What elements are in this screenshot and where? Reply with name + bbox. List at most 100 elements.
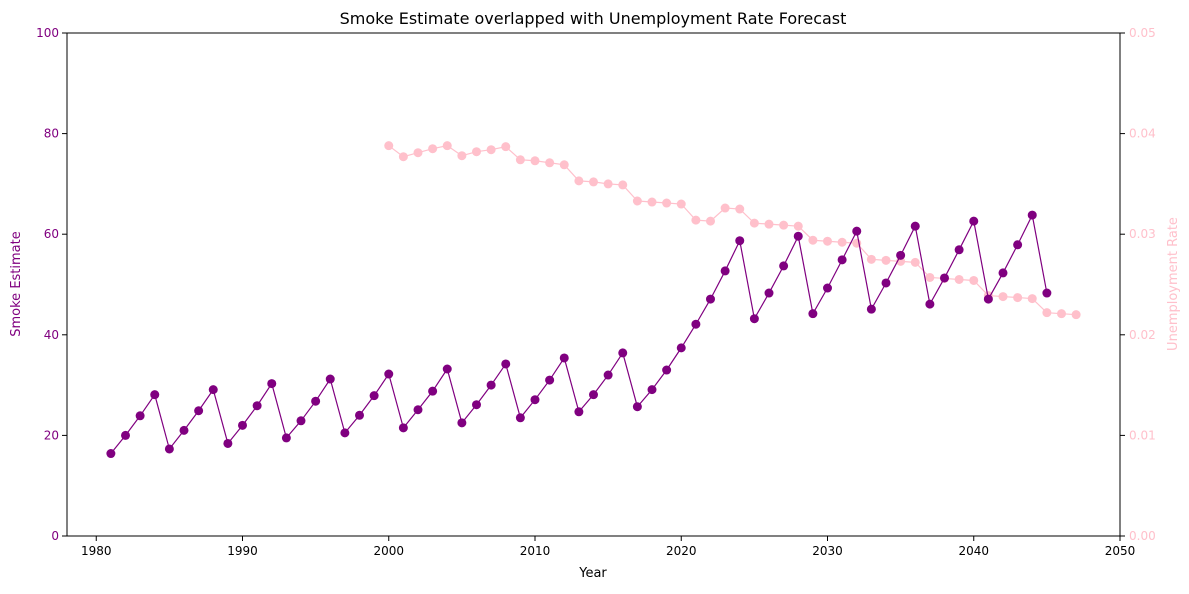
unemployment-rate-point xyxy=(662,198,672,208)
unemployment-rate-point xyxy=(706,216,715,226)
smoke-estimate-point xyxy=(545,375,555,385)
smoke-estimate-point xyxy=(574,407,584,417)
unemployment-rate-point xyxy=(413,148,423,158)
smoke-estimate-point xyxy=(676,343,686,353)
smoke-estimate-point xyxy=(311,396,321,406)
smoke-estimate-point xyxy=(442,364,452,374)
unemployment-rate-point xyxy=(603,179,613,189)
unemployment-rate-point xyxy=(515,155,525,165)
x-tick-label: 2010 xyxy=(520,544,551,558)
unemployment-rate-line xyxy=(388,145,1077,316)
unemployment-rate-point xyxy=(428,144,438,154)
unemployment-rate-point xyxy=(545,158,555,168)
smoke-estimate-point xyxy=(881,278,891,288)
unemployment-rate-point xyxy=(398,152,408,162)
unemployment-rate-point xyxy=(501,142,511,152)
smoke-estimate-point xyxy=(925,299,935,309)
right-y-tick-label: 0.01 xyxy=(1129,428,1156,442)
smoke-estimate-point xyxy=(398,423,408,433)
smoke-estimate-point xyxy=(852,226,862,236)
smoke-estimate-point xyxy=(208,385,218,395)
x-tick-label: 1990 xyxy=(227,544,258,558)
smoke-estimate-point xyxy=(910,221,920,231)
unemployment-rate-point xyxy=(442,141,452,151)
left-y-tick-label: 100 xyxy=(36,26,59,40)
right-y-tick-label: 0.05 xyxy=(1129,26,1156,40)
plot-frame xyxy=(66,32,1121,537)
smoke-estimate-point xyxy=(369,391,379,401)
smoke-estimate-point xyxy=(837,255,847,265)
right-y-tick-label: 0.04 xyxy=(1129,127,1156,141)
unemployment-rate-point xyxy=(676,199,686,209)
smoke-estimate-point xyxy=(325,374,335,384)
unemployment-rate-point xyxy=(1057,309,1066,319)
smoke-estimate-point xyxy=(106,449,116,459)
smoke-estimate-point xyxy=(384,369,394,379)
smoke-estimate-point xyxy=(983,294,993,304)
left-y-tick-label: 20 xyxy=(44,428,59,442)
smoke-estimate-point xyxy=(779,261,789,271)
smoke-estimate-point xyxy=(1013,240,1023,250)
unemployment-rate-point xyxy=(866,254,876,264)
x-tick-label: 2050 xyxy=(1105,544,1136,558)
unemployment-rate-point xyxy=(749,218,759,228)
unemployment-rate-point xyxy=(472,147,481,157)
smoke-estimate-point xyxy=(515,413,525,423)
smoke-estimate-point xyxy=(1042,288,1052,298)
x-tick-label: 2030 xyxy=(812,544,843,558)
smoke-estimate-point xyxy=(252,401,262,411)
right-y-tick-label: 0.03 xyxy=(1129,227,1156,241)
unemployment-rate-point xyxy=(969,275,979,285)
unemployment-rate-point xyxy=(530,156,540,166)
smoke-estimate-point xyxy=(764,288,774,298)
unemployment-rate-point xyxy=(808,235,818,245)
unemployment-rate-point xyxy=(1013,293,1023,303)
unemployment-rate-point xyxy=(384,141,394,151)
smoke-estimate-point xyxy=(720,266,730,276)
unemployment-rate-point xyxy=(1042,308,1052,318)
unemployment-rate-point xyxy=(632,196,642,206)
right-y-tick-label: 0.02 xyxy=(1129,328,1156,342)
smoke-estimate-point xyxy=(501,359,511,369)
smoke-estimate-point xyxy=(808,309,818,319)
smoke-estimate-point xyxy=(457,418,467,428)
unemployment-rate-point xyxy=(720,203,730,213)
smoke-estimate-point xyxy=(823,283,832,293)
smoke-estimate-point xyxy=(121,430,130,440)
chart-title: Smoke Estimate overlapped with Unemploym… xyxy=(340,9,847,28)
x-tick-label: 2000 xyxy=(373,544,404,558)
smoke-estimate-point xyxy=(706,294,715,304)
smoke-estimate-point xyxy=(998,268,1008,278)
unemployment-rate-point xyxy=(486,145,496,155)
smoke-estimate-point xyxy=(472,400,481,410)
smoke-estimate-point xyxy=(603,370,613,380)
smoke-estimate-point xyxy=(486,380,496,390)
smoke-estimate-point xyxy=(267,379,277,389)
unemployment-rate-point xyxy=(954,274,964,284)
smoke-estimate-point xyxy=(866,304,876,314)
x-axis-label: Year xyxy=(578,566,607,581)
unemployment-rate-point xyxy=(881,255,891,265)
plot-layer: 1980 1990 2000 2010 2020 2030 2040 205002040608… xyxy=(36,26,1156,558)
smoke-estimate-point xyxy=(735,236,745,246)
smoke-estimate-point xyxy=(296,416,306,426)
smoke-estimate-point xyxy=(618,348,628,358)
right-axis-label: Unemployment Rate xyxy=(1166,217,1181,351)
unemployment-rate-point xyxy=(998,292,1008,302)
unemployment-rate-point xyxy=(779,220,789,230)
smoke-estimate-point xyxy=(632,402,642,412)
smoke-estimate-point xyxy=(413,405,423,415)
smoke-estimate-point xyxy=(530,395,540,405)
left-y-tick-label: 0 xyxy=(51,529,59,543)
unemployment-rate-point xyxy=(823,236,832,246)
unemployment-rate-point xyxy=(793,221,803,231)
smoke-estimate-point xyxy=(662,365,672,375)
smoke-estimate-point xyxy=(355,410,364,420)
left-y-tick-label: 40 xyxy=(44,328,59,342)
unemployment-rate-point xyxy=(457,151,467,161)
unemployment-rate-point xyxy=(589,177,598,187)
x-tick-label: 1980 xyxy=(81,544,112,558)
right-y-tick-label: 0.00 xyxy=(1129,529,1156,543)
